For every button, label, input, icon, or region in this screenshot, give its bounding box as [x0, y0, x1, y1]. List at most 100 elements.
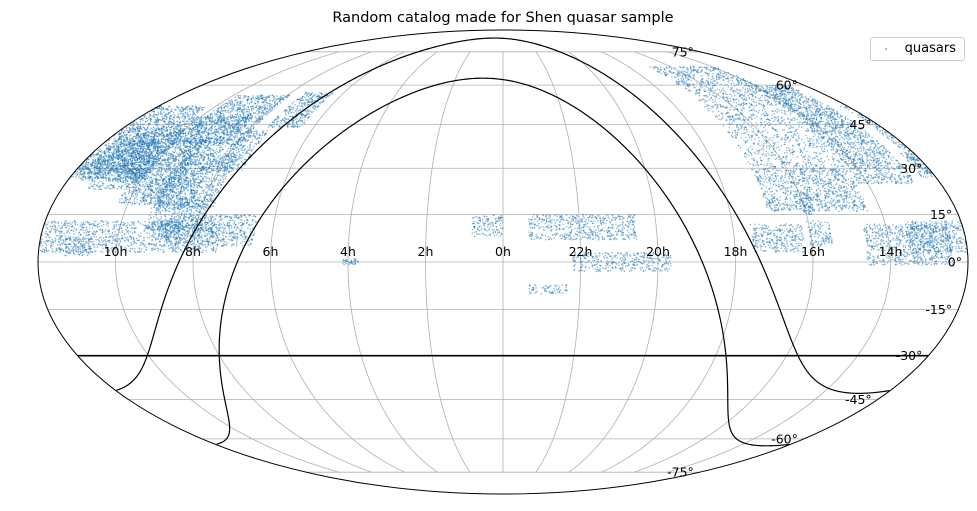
quasar-point [88, 174, 90, 176]
quasar-point [879, 165, 882, 167]
quasar-point [211, 187, 214, 189]
quasar-point [85, 226, 88, 229]
quasar-point [250, 99, 252, 101]
quasar-point [189, 234, 192, 236]
quasar-point [111, 174, 113, 176]
quasar-point [955, 241, 958, 244]
quasar-point [908, 223, 910, 226]
quasar-point [870, 264, 872, 266]
quasar-point [178, 192, 180, 194]
quasar-point [866, 234, 869, 236]
quasar-point [962, 238, 965, 241]
quasar-point [68, 236, 70, 238]
quasar-point [921, 235, 923, 238]
quasar-point [902, 249, 905, 251]
quasar-point [215, 115, 218, 118]
quasar-point [234, 96, 237, 98]
quasar-point [894, 259, 896, 262]
quasar-point [181, 232, 184, 234]
quasar-point [145, 246, 148, 248]
quasar-point [210, 180, 213, 182]
quasar-point [913, 257, 916, 260]
quasar-point [907, 263, 910, 265]
quasar-point [899, 224, 902, 226]
quasar-point [961, 250, 964, 252]
quasar-point [80, 222, 83, 224]
quasar-point [206, 245, 208, 248]
quasar-point [240, 102, 242, 105]
quasar-point [60, 249, 63, 251]
quasar-point [75, 240, 77, 243]
quasar-point [252, 120, 255, 123]
quasar-point [126, 224, 129, 226]
quasar-point [52, 241, 54, 243]
quasar-point [49, 240, 52, 243]
quasar-point [218, 161, 221, 163]
quasar-point [47, 233, 49, 235]
quasar-point [104, 152, 107, 155]
quasar-point [83, 232, 85, 234]
quasar-point [884, 234, 887, 236]
quasar-point [154, 164, 157, 166]
quasar-point [45, 236, 47, 239]
quasar-point [239, 113, 242, 116]
quasar-point [929, 220, 931, 222]
quasar-point [897, 259, 900, 262]
quasar-point [921, 264, 923, 266]
quasar-point [209, 114, 212, 117]
quasar-point [95, 225, 98, 227]
quasar-point [189, 196, 191, 198]
quasar-point [180, 249, 182, 251]
quasar-point [258, 121, 261, 123]
quasar-point [196, 167, 199, 170]
quasar-point [96, 246, 99, 248]
quasar-point [868, 234, 870, 236]
quasar-point [115, 240, 118, 243]
quasar-point [207, 181, 210, 183]
quasar-point [193, 247, 195, 250]
quasar-point [202, 225, 205, 228]
quasar-point [107, 225, 109, 227]
quasar-point [931, 240, 933, 242]
quasar-point [162, 251, 164, 254]
quasar-point [922, 249, 925, 251]
quasar-point [203, 180, 205, 182]
quasar-point [233, 135, 235, 138]
quasar-point [114, 220, 116, 223]
quasar-point [923, 221, 926, 223]
quasar-point [923, 255, 926, 258]
quasar-point [902, 244, 905, 246]
quasar-point [898, 262, 900, 264]
quasar-point [63, 232, 65, 235]
quasar-point [183, 241, 185, 243]
quasar-point [929, 250, 932, 253]
quasar-point [105, 233, 107, 235]
quasar-point [260, 111, 262, 114]
quasar-point [213, 180, 216, 183]
quasar-point [934, 236, 936, 239]
quasar-point [207, 194, 209, 196]
quasar-point [195, 243, 198, 246]
quasar-point [237, 104, 239, 107]
quasar-point [914, 252, 916, 255]
quasar-point [871, 246, 873, 249]
quasar-point [216, 111, 219, 114]
quasar-point [141, 241, 144, 244]
quasar-point [251, 100, 253, 103]
quasar-point [242, 105, 244, 107]
quasar-point [170, 246, 173, 249]
quasar-point [234, 135, 237, 137]
quasar-point [96, 223, 99, 226]
quasar-point [61, 242, 64, 245]
quasar-point [217, 174, 219, 177]
quasar-point [259, 107, 262, 109]
quasar-point [286, 96, 288, 98]
quasar-point [249, 112, 251, 115]
quasar-point [46, 226, 48, 229]
quasar-point [161, 204, 163, 206]
quasar-point [133, 222, 135, 225]
quasar-point [108, 239, 110, 242]
quasar-point [191, 144, 194, 147]
quasar-point [124, 183, 126, 186]
quasar-point [935, 239, 937, 242]
